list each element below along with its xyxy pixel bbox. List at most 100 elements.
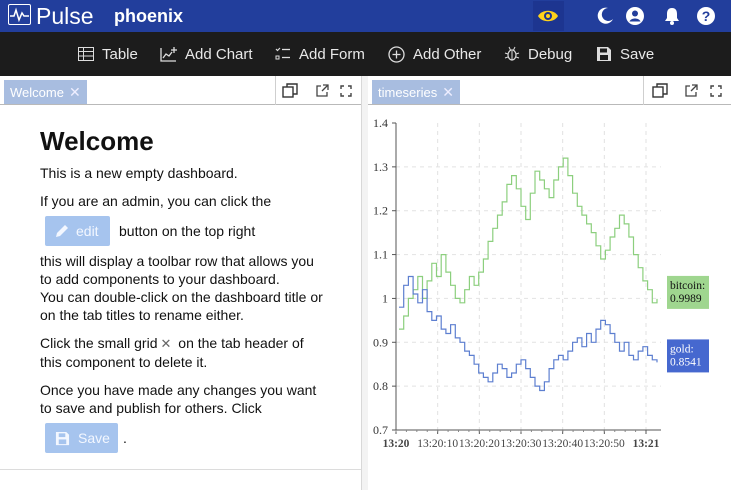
series-line-gold — [399, 275, 658, 392]
period: . — [123, 430, 127, 446]
close-tab-icon[interactable]: ✕ — [68, 84, 81, 100]
delete-explanation: Click the small grid ✕ on the tab header … — [40, 334, 325, 371]
pulse-logo-icon[interactable] — [8, 4, 31, 25]
x-tick-label: 13:20:10 — [417, 438, 458, 450]
y-axis: 1.4 1.3 1.2 1.1 1 0.9 0.8 0.7 — [373, 116, 397, 437]
delete-text-end: on the tab header of this component to d… — [40, 335, 304, 370]
series-lines — [399, 157, 658, 392]
tab-welcome[interactable]: Welcome ✕ — [4, 80, 87, 104]
x-tick-label: 13:21 — [633, 438, 660, 450]
grid-word: grid — [134, 335, 158, 351]
save-label: Save — [620, 45, 655, 63]
rename-explanation: You can double-click on the dashboard ti… — [40, 289, 323, 323]
save-icon — [597, 47, 611, 61]
series-label-name: bitcoin: — [670, 280, 705, 292]
close-tab-icon[interactable]: ✕ — [442, 84, 454, 100]
brand-name[interactable]: Pulse — [36, 3, 94, 29]
y-tick-label: 1.2 — [373, 204, 388, 218]
x-tick-label: 13:20:20 — [459, 438, 500, 450]
debug-label: Debug — [528, 45, 573, 63]
add-chart-icon — [160, 46, 177, 62]
panel-tools — [643, 76, 731, 105]
series-label-name: gold: — [670, 343, 694, 355]
help-icon[interactable]: ? — [696, 6, 716, 26]
x-tick-label: 13:20:30 — [501, 438, 542, 450]
admin-text: If you are an admin, you can click the — [40, 193, 272, 209]
y-tick-label: 1 — [382, 291, 388, 305]
series-label-box — [667, 339, 709, 373]
x-axis: 13:20 13:20:10 13:20:20 13:20:30 13:20:40 13:… — [383, 429, 661, 450]
small-close-icon: ✕ — [160, 336, 172, 351]
panel-bottom-rule — [0, 469, 361, 470]
delete-text-start: Click the small — [40, 335, 131, 351]
x-tick-label: 13:20:40 — [542, 438, 583, 450]
maximize-icon[interactable] — [340, 84, 352, 102]
welcome-heading: Welcome — [40, 126, 154, 156]
panel-splitter[interactable] — [361, 76, 368, 490]
y-tick-label: 1.3 — [373, 160, 388, 174]
save-toolbar-button[interactable]: Save — [596, 32, 654, 76]
table-button[interactable]: Table — [78, 32, 138, 76]
timeseries-panel: timeseries ✕ — [368, 76, 731, 490]
series-label-box — [667, 275, 709, 309]
edit-label: edit — [76, 223, 99, 239]
add-chart-button[interactable]: Add Chart — [160, 32, 253, 76]
eye-icon — [538, 10, 558, 22]
tab-timeseries[interactable]: timeseries ✕ — [372, 80, 460, 104]
view-mode-button[interactable] — [533, 1, 564, 31]
user-icon[interactable] — [625, 6, 645, 26]
save-icon — [55, 431, 70, 445]
y-tick-label: 1.1 — [373, 248, 388, 262]
save-button-disabled[interactable]: Save — [45, 423, 118, 453]
y-tick-label: 0.8 — [373, 379, 388, 393]
toolbar-explanation: this will display a toolbar row that all… — [40, 253, 314, 287]
svg-text:?: ? — [702, 8, 711, 24]
top-right-text: button on the top right — [119, 223, 256, 239]
y-tick-label: 1.4 — [373, 116, 388, 130]
popout-icon[interactable] — [316, 84, 329, 102]
add-chart-label: Add Chart — [185, 45, 253, 63]
tab-welcome-label: Welcome — [10, 85, 64, 100]
tab-timeseries-label: timeseries — [378, 85, 438, 100]
publish-text: Once you have made any changes you want … — [40, 382, 317, 416]
add-other-icon — [388, 45, 405, 63]
add-other-label: Add Other — [413, 45, 482, 63]
series-label-value: 0.8541 — [670, 356, 702, 368]
dashboard-title[interactable]: phoenix — [114, 6, 184, 26]
bell-icon[interactable] — [662, 6, 682, 26]
pencil-icon — [56, 225, 68, 237]
add-form-icon — [275, 47, 290, 59]
panel-tools — [275, 76, 361, 105]
x-tick-label: 13:20:50 — [584, 438, 625, 450]
series-line-bitcoin — [399, 157, 658, 330]
y-tick-label: 0.7 — [373, 423, 388, 437]
save-button-label: Save — [78, 430, 110, 446]
x-tick-label: 13:20 — [383, 438, 410, 450]
popout-icon[interactable] — [685, 84, 698, 102]
add-form-button[interactable]: Add Form — [275, 32, 365, 76]
moon-icon[interactable] — [595, 6, 615, 26]
edit-button[interactable]: edit — [45, 216, 110, 246]
maximize-icon[interactable] — [710, 84, 722, 102]
series-labels: bitcoin:0.9989 gold:0.8541 — [667, 275, 709, 373]
table-icon — [78, 47, 94, 61]
timeseries-tab-header: timeseries ✕ — [368, 76, 731, 105]
series-label-gold: gold:0.8541 — [667, 339, 709, 373]
welcome-panel: Welcome ✕ — [0, 76, 361, 490]
intro-text: This is a new empty dashboard. — [40, 165, 238, 181]
table-label: Table — [102, 45, 138, 63]
add-other-button[interactable]: Add Other — [388, 32, 481, 76]
timeseries-chart[interactable]: 1.41.31.21.110.90.80.7 13:20 13:20:10 13:2… — [368, 105, 731, 457]
restore-window-icon[interactable] — [282, 83, 298, 104]
y-tick-label: 0.9 — [373, 335, 388, 349]
debug-icon — [504, 46, 520, 61]
debug-button[interactable]: Debug — [504, 32, 572, 76]
add-form-label: Add Form — [299, 45, 365, 63]
welcome-tab-header: Welcome ✕ — [0, 76, 361, 105]
series-label-bitcoin: bitcoin:0.9989 — [667, 275, 709, 309]
main-toolbar: Table Add Chart Add Form — [0, 32, 731, 76]
chart-grid — [396, 123, 661, 430]
top-header: Pulse phoenix ? — [0, 0, 731, 32]
restore-window-icon[interactable] — [652, 83, 668, 104]
